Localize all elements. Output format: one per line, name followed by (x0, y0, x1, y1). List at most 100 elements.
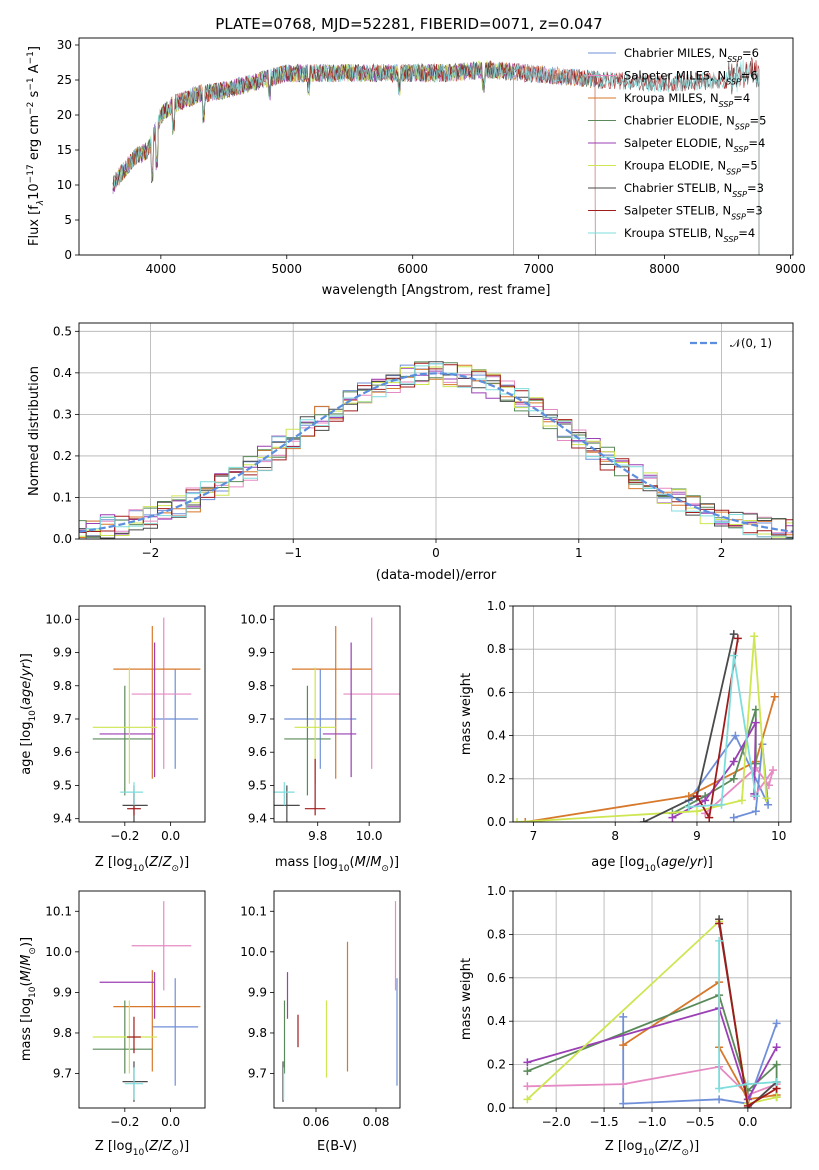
chart-mass_vs_Z: −0.2 0.0 9.7 9.8 9.9 10.0 10.1 (45, 890, 206, 1129)
x-tick-label: 0.0 (738, 1115, 757, 1129)
y-tick-label: 10.1 (240, 904, 267, 918)
y-tick-label: 0.8 (487, 927, 506, 941)
weight-marker (750, 632, 759, 641)
plot-frame (273, 890, 401, 1109)
y-axis-label: mass weight (459, 673, 474, 755)
weight-marker (729, 774, 738, 783)
weight-line (527, 1007, 778, 1102)
error-point (127, 1016, 141, 1054)
weight-line (718, 940, 777, 1090)
y-tick-label: 20 (57, 108, 72, 122)
weight-marker (772, 1043, 781, 1052)
histogram-step (79, 364, 793, 538)
weight-marker (733, 634, 742, 643)
y-tick-label: 10.0 (240, 612, 267, 626)
legend: Chabrier MILES, NSSP=6 Salpeter MILES, NS… (588, 46, 766, 244)
weight-line (688, 655, 757, 808)
y-tick-label: 9.9 (248, 646, 267, 660)
x-axis-label: mass [log10(M/M⊙)] (275, 855, 399, 874)
y-tick-label: 9.7 (53, 1067, 72, 1081)
y-tick-label: 9.5 (53, 778, 72, 792)
histogram-step (79, 363, 793, 539)
weight-marker (705, 813, 714, 822)
legend-entry: Kroupa STELIB, NSSP=4 (624, 226, 755, 244)
x-axis-label: Z [log10(Z/Z⊙)] (605, 1139, 699, 1158)
error-point (284, 685, 331, 796)
plot-frame (512, 605, 792, 823)
weight-marker (619, 1041, 628, 1050)
plot-area (79, 606, 205, 822)
y-tick-label: 0.1 (53, 490, 72, 504)
plot-area (79, 891, 205, 1108)
spectrum-line (112, 56, 760, 255)
weight-marker (729, 757, 738, 766)
y-tick-label: 9.8 (248, 679, 267, 693)
y-tick-label: 1.0 (487, 599, 506, 613)
x-tick-label: −0.2 (110, 1115, 139, 1129)
y-tick-label: 0.2 (53, 449, 72, 463)
x-axis-label: wavelength [Angstrom, rest frame] (322, 283, 551, 298)
y-tick-label: 9.7 (53, 712, 72, 726)
y-tick-label: 5 (64, 213, 72, 227)
x-tick-label: 10 (771, 829, 786, 843)
chart-weight_vs_Z: −2.0 −1.5 −1.0 −0.5 0.0 0.0 0.2 0.4 0.6 0.8 1.0 (487, 884, 792, 1129)
weight-marker (743, 1101, 752, 1108)
y-tick-label: 9.4 (248, 812, 267, 826)
y-tick-label: 9.8 (53, 679, 72, 693)
x-tick-label: −1.5 (589, 1115, 618, 1129)
y-tick-label: 9.8 (248, 1026, 267, 1040)
x-axis-label: E(B-V) (317, 1139, 357, 1154)
y-tick-label: 9.5 (248, 778, 267, 792)
y-tick-label: 0.6 (487, 685, 506, 699)
y-axis-label: age [log10(age/yr)] (19, 653, 38, 775)
y-tick-label: 9.6 (53, 745, 72, 759)
x-tick-label: 0.08 (363, 1115, 390, 1129)
y-tick-label: 0 (64, 248, 72, 262)
x-tick-label: −0.2 (110, 829, 139, 843)
error-point (284, 669, 357, 769)
x-tick-label: 8 (611, 829, 619, 843)
y-tick-label: 0.8 (487, 642, 506, 656)
weight-marker (772, 1093, 781, 1102)
y-axis-label: Normed distribution (27, 366, 42, 496)
gaussian-curve (79, 372, 793, 533)
y-tick-label: 9.9 (53, 985, 72, 999)
plot-frame (78, 890, 206, 1109)
legend-entry: Salpeter STELIB, NSSP=3 (624, 204, 763, 222)
chart-weight_vs_age: 7 8 9 10 0.0 0.2 0.4 0.6 0.8 1.0 (487, 599, 792, 843)
y-tick-label: 0.2 (487, 772, 506, 786)
plot-frame (78, 37, 794, 256)
x-tick-label: 9 (693, 829, 701, 843)
weight-line (525, 696, 776, 822)
y-tick-label: 9.7 (248, 712, 267, 726)
x-tick-label: 6000 (397, 262, 428, 276)
y-tick-label: 30 (57, 38, 72, 52)
error-point (131, 617, 192, 769)
x-tick-label: 0 (432, 546, 440, 560)
weight-marker (764, 800, 773, 809)
legend-entry: Chabrier ELODIE, NSSP=5 (624, 114, 766, 132)
error-point (131, 901, 192, 991)
legend-entry: Salpeter ELODIE, NSSP=4 (624, 136, 765, 154)
y-tick-label: 10.1 (45, 904, 72, 918)
x-tick-label: 0.06 (303, 1115, 330, 1129)
weight-marker (772, 1060, 781, 1069)
y-tick-label: 9.6 (248, 745, 267, 759)
error-point (92, 667, 157, 784)
plot-content (282, 901, 398, 1102)
legend-entry: Chabrier STELIB, NSSP=3 (624, 181, 764, 199)
x-tick-label: 5000 (272, 262, 303, 276)
x-tick-label: 8000 (649, 262, 680, 276)
error-point (292, 625, 372, 779)
weight-marker (770, 692, 779, 701)
chart-mass_vs_EBV: 0.06 0.08 9.7 9.8 9.9 10.0 10.1 (240, 890, 401, 1129)
weight-marker (523, 1095, 532, 1104)
plot-content (112, 56, 760, 255)
y-tick-label: 0.0 (487, 1101, 506, 1115)
weight-marker (751, 792, 760, 801)
error-point (274, 782, 295, 806)
chart-age_vs_Z: −0.2 0.0 9.4 9.5 9.6 9.7 9.8 9.9 10.0 (45, 605, 206, 843)
x-tick-label: −1 (284, 546, 302, 560)
weight-marker (737, 796, 746, 805)
legend-entry: 𝒩(0, 1) (730, 336, 772, 350)
